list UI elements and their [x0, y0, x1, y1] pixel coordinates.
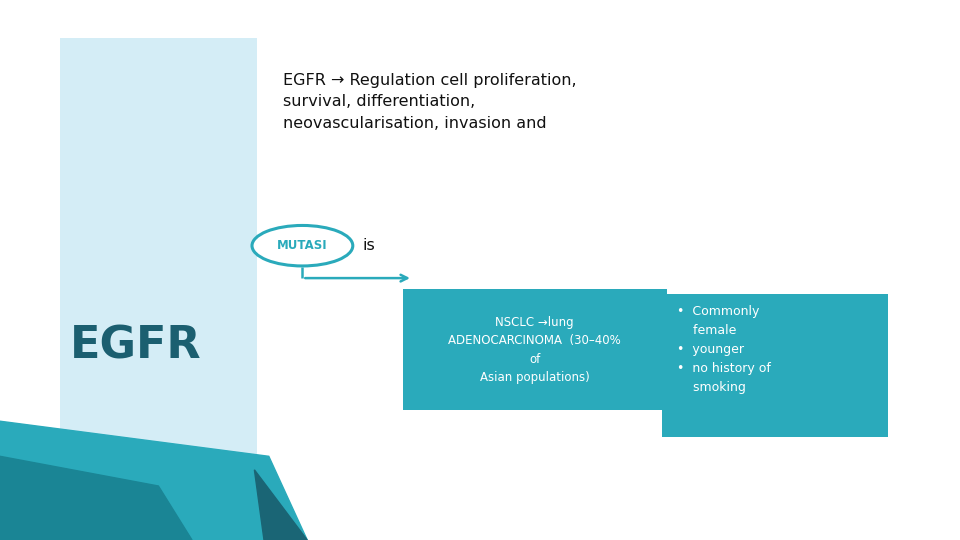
Text: EGFR: EGFR [70, 324, 202, 367]
Text: MUTASI: MUTASI [277, 239, 327, 252]
Text: EGFR → Regulation cell proliferation,
survival, differentiation,
neovascularisat: EGFR → Regulation cell proliferation, su… [283, 73, 577, 131]
FancyBboxPatch shape [403, 289, 667, 410]
Text: •  Commonly
    female
•  younger
•  no history of
    smoking: • Commonly female • younger • no history… [677, 305, 771, 394]
Polygon shape [254, 470, 307, 540]
FancyBboxPatch shape [662, 294, 888, 437]
FancyBboxPatch shape [60, 38, 257, 491]
Text: is: is [363, 238, 375, 253]
Text: NSCLC →lung
ADENOCARCINOMA  (30–40%
of
Asian populations): NSCLC →lung ADENOCARCINOMA (30–40% of As… [448, 316, 621, 384]
Polygon shape [0, 421, 307, 540]
Ellipse shape [252, 226, 352, 266]
Polygon shape [0, 456, 192, 540]
